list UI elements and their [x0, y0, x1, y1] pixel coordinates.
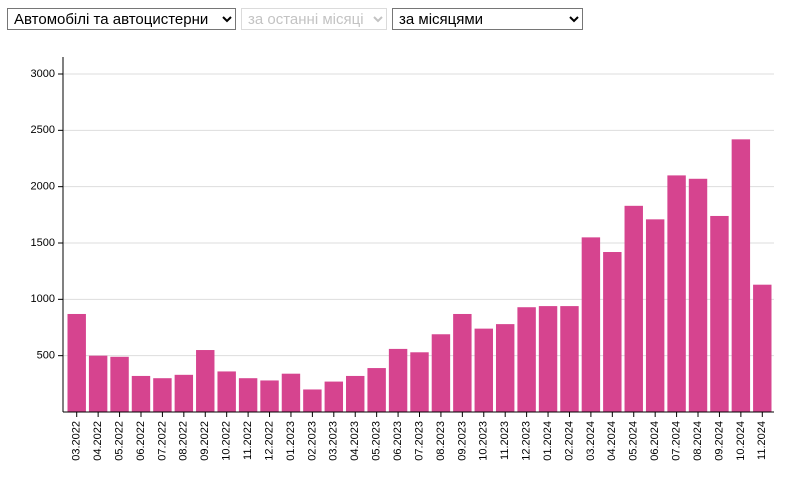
x-tick-label: 08.2023 [435, 421, 447, 461]
bar [174, 374, 194, 412]
x-tick-label: 06.2024 [649, 421, 661, 461]
bar [581, 237, 601, 412]
bar [217, 371, 236, 412]
x-tick-label: 07.2024 [670, 421, 682, 461]
bar [238, 378, 258, 412]
x-tick-label: 11.2023 [499, 421, 511, 460]
x-tick-label: 02.2023 [306, 421, 318, 461]
x-tick-label: 04.2024 [606, 421, 618, 461]
bar [710, 215, 729, 412]
bar [346, 375, 365, 412]
period-select: за останні місяці [241, 8, 387, 30]
x-tick-label: 03.2024 [585, 421, 597, 461]
x-tick-label: 01.2023 [285, 421, 297, 461]
x-tick-label: 05.2023 [371, 421, 383, 461]
x-tick-label: 03.2022 [71, 421, 83, 461]
bar [88, 355, 108, 412]
bar [538, 306, 558, 412]
x-tick-label: 06.2022 [135, 421, 147, 461]
bar [603, 252, 622, 412]
bar [281, 373, 301, 412]
x-tick-label: 11.2024 [756, 421, 768, 460]
bar [110, 356, 129, 412]
x-tick-label: 05.2024 [628, 421, 640, 461]
bar [645, 219, 665, 412]
y-tick-label: 1500 [31, 237, 55, 249]
grouping-select[interactable]: за місяцями [392, 8, 583, 30]
bar [667, 175, 686, 412]
y-tick-label: 1000 [31, 293, 55, 305]
x-tick-label: 12.2023 [521, 421, 533, 461]
bar [453, 313, 472, 412]
bar [303, 389, 322, 412]
x-tick-label: 10.2022 [221, 421, 233, 461]
x-tick-label: 09.2022 [199, 421, 211, 461]
bar [474, 328, 493, 412]
bar [753, 284, 772, 412]
x-tick-label: 04.2022 [92, 421, 104, 461]
x-tick-label: 04.2023 [349, 421, 361, 461]
bar [560, 306, 579, 412]
x-tick-label: 01.2024 [542, 421, 554, 461]
bar [153, 378, 172, 412]
x-tick-label: 03.2023 [328, 421, 340, 461]
y-tick-label: 2500 [31, 124, 55, 136]
x-tick-label: 10.2023 [478, 421, 490, 461]
vehicle-type-select[interactable]: Автомобілі та автоцистерни [7, 8, 236, 30]
bar [131, 375, 151, 412]
x-tick-label: 12.2022 [263, 421, 275, 461]
bar [67, 313, 86, 412]
x-tick-label: 08.2024 [692, 421, 704, 461]
x-tick-label: 11.2022 [242, 421, 254, 460]
bar [495, 324, 515, 412]
y-tick-label: 2000 [31, 181, 55, 193]
bar [367, 368, 386, 412]
x-tick-label: 09.2024 [713, 421, 725, 461]
bar [688, 178, 708, 412]
bar [431, 334, 451, 412]
y-tick-label: 500 [37, 350, 55, 362]
y-tick-label: 3000 [31, 68, 55, 80]
x-tick-label: 08.2022 [178, 421, 190, 461]
x-tick-label: 09.2023 [456, 421, 468, 461]
x-tick-label: 05.2022 [113, 421, 125, 461]
bar [731, 139, 751, 412]
bar [324, 381, 344, 412]
bar [260, 380, 279, 412]
x-tick-label: 07.2022 [156, 421, 168, 461]
bar [196, 350, 215, 412]
bar [410, 352, 429, 412]
bar [388, 348, 408, 412]
bar [517, 307, 536, 412]
x-tick-label: 06.2023 [392, 421, 404, 461]
x-tick-label: 10.2024 [735, 421, 747, 461]
controls: Автомобілі та автоцистерни за останні мі… [7, 8, 583, 30]
x-tick-label: 07.2023 [413, 421, 425, 461]
bar [624, 205, 643, 412]
x-tick-label: 02.2024 [563, 421, 575, 461]
